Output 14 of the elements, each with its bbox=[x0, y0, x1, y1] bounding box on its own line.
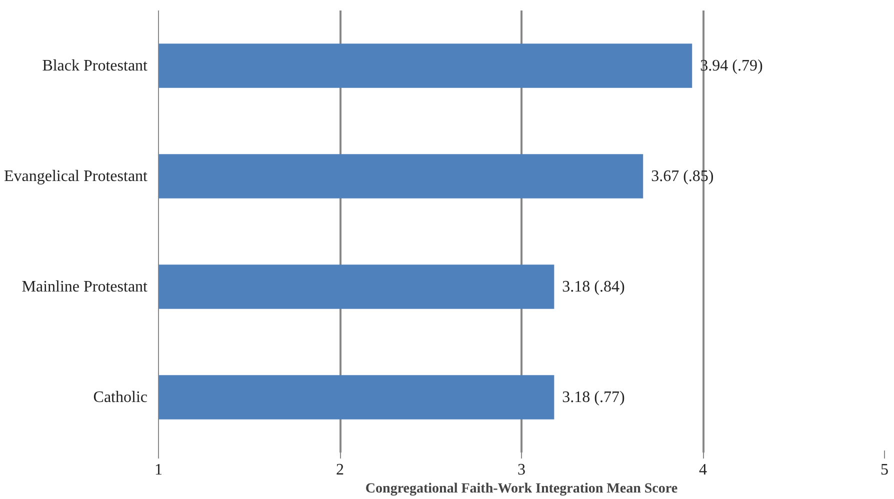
x-tick-label: 4 bbox=[699, 462, 707, 478]
x-tick-label: 3 bbox=[518, 462, 526, 478]
data-label: 3.18 (.84) bbox=[562, 278, 625, 296]
y-tick-label: Black Protestant bbox=[42, 57, 148, 74]
x-axis-title: Congregational Faith-Work Integration Mean Score bbox=[365, 482, 678, 496]
y-tick-label: Mainline Protestant bbox=[22, 278, 148, 296]
data-label: 3.18 (.77) bbox=[562, 388, 625, 406]
x-tick-label: 1 bbox=[154, 462, 162, 478]
x-tick-label: 2 bbox=[336, 462, 344, 478]
data-label: 3.94 (.79) bbox=[700, 57, 763, 74]
y-tick-label: Catholic bbox=[93, 388, 148, 406]
x-tick-label: 5 bbox=[880, 462, 888, 478]
data-label: 3.67 (.85) bbox=[651, 168, 714, 185]
y-tick-label: Evangelical Protestant bbox=[4, 168, 148, 185]
